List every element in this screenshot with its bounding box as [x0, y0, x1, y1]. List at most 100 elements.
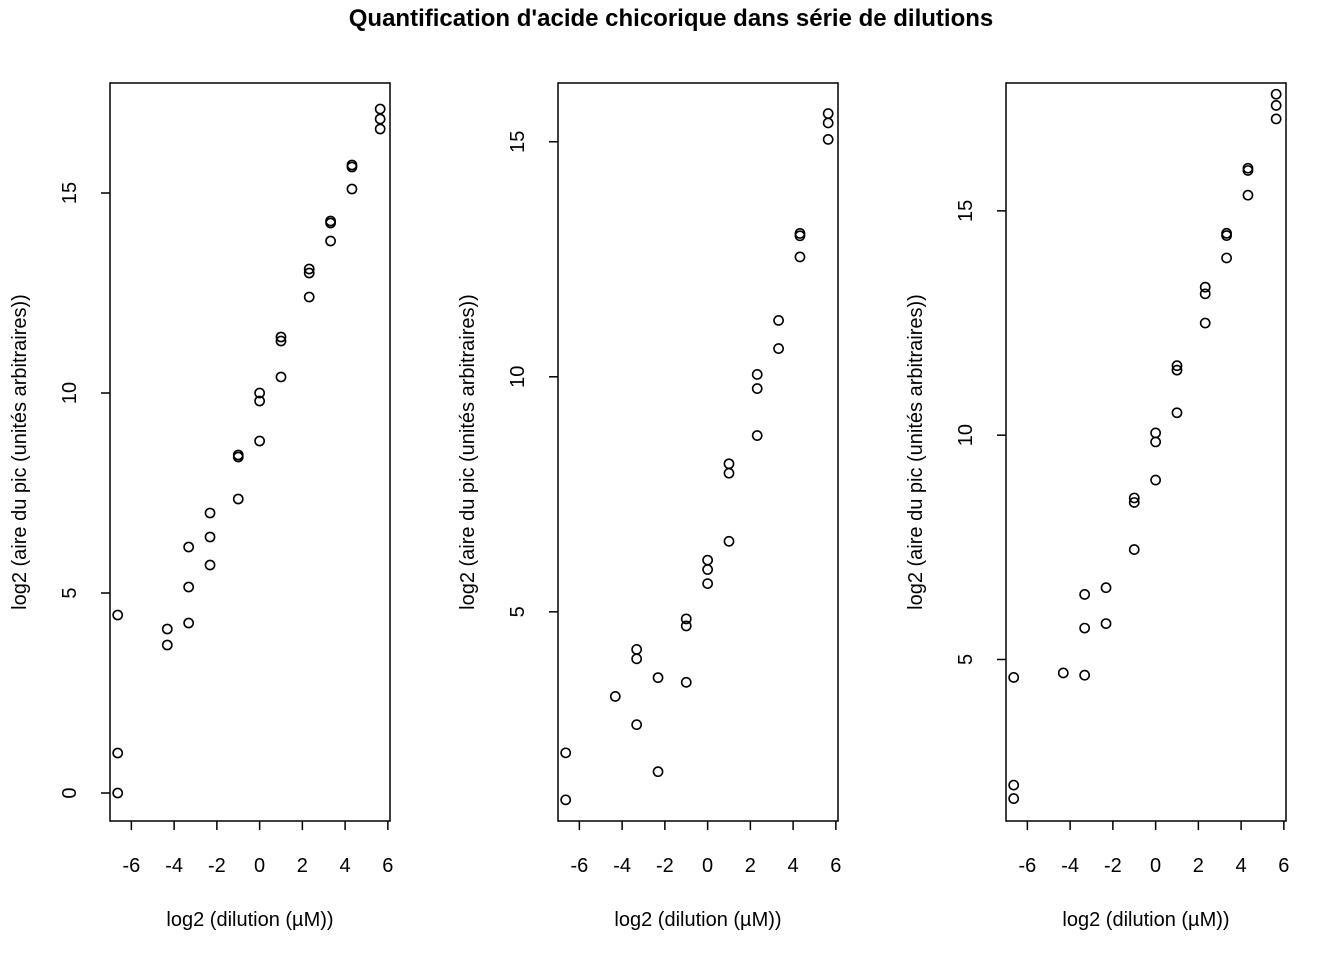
data-point	[1171, 407, 1183, 419]
data-point	[680, 676, 692, 688]
data-point	[702, 554, 714, 566]
data-point	[1100, 618, 1112, 630]
data-point	[1171, 364, 1183, 376]
data-point	[609, 691, 621, 702]
data-point	[1150, 427, 1162, 439]
data-point	[1008, 672, 1020, 683]
data-point	[631, 653, 643, 665]
data-point	[1079, 669, 1091, 681]
x-axis-label: log2 (dilution (µM))	[1062, 909, 1229, 931]
scatter-panel-3: -6 -4 -2 0 2 4 6 5 10 15 log2 (dilution (µM)) log2 …	[905, 82, 1289, 931]
y-tick-label: 15	[955, 200, 977, 222]
data-point	[1079, 589, 1091, 600]
x-tick-label: -6	[570, 855, 588, 877]
x-tick-label: 2	[745, 855, 756, 877]
data-point	[1128, 544, 1140, 555]
data-point	[1270, 113, 1282, 125]
data-point	[1270, 88, 1282, 100]
data-point	[346, 161, 358, 173]
y-tick-label: 10	[507, 366, 529, 388]
data-point	[1221, 252, 1232, 264]
data-point	[1270, 100, 1282, 111]
data-point	[723, 458, 735, 470]
x-tick-label: -4	[613, 855, 631, 877]
data-point	[161, 623, 173, 635]
y-tick-label: 10	[59, 382, 81, 404]
data-point	[1100, 582, 1112, 594]
data-point	[303, 291, 315, 303]
data-point	[1221, 230, 1232, 241]
x-tick-label: -4	[165, 855, 183, 877]
data-point	[631, 644, 643, 655]
data-point	[1008, 793, 1020, 804]
figure-title: Quantification d'acide chicorique dans s…	[349, 5, 994, 32]
data-point	[325, 235, 336, 247]
data-point	[275, 371, 287, 383]
data-point	[112, 747, 124, 759]
data-point	[822, 134, 834, 145]
data-point	[112, 787, 124, 799]
data-point	[1242, 189, 1254, 201]
x-axis-label: log2 (dilution (µM))	[166, 909, 333, 931]
y-tick-label: 10	[955, 424, 977, 446]
data-point	[1057, 667, 1069, 679]
data-point	[723, 535, 735, 547]
x-tick-label: 4	[1236, 855, 1247, 877]
x-tick-label: -6	[1018, 855, 1036, 877]
data-point	[1008, 779, 1020, 791]
x-tick-label: 0	[1150, 855, 1161, 877]
data-point	[702, 578, 714, 590]
x-tick-label: -6	[122, 855, 140, 877]
data-point	[751, 383, 763, 394]
x-axis-label: log2 (dilution (µM))	[614, 909, 781, 931]
data-point	[773, 314, 784, 326]
plot-frame	[557, 82, 839, 822]
y-axis-label: log2 (aire du pic (unités arbitraires))	[457, 294, 479, 610]
data-point	[374, 113, 386, 125]
data-point	[232, 493, 244, 505]
data-point	[346, 183, 358, 195]
data-point	[560, 747, 572, 759]
scatter-panel-1: -6 -4 -2 0 2 4 6 0 5 10 15 log2 (dilution (µM)) log2…	[9, 82, 393, 931]
data-point	[1079, 622, 1091, 634]
x-tick-label: 2	[297, 855, 308, 877]
plot-frame	[1005, 82, 1287, 822]
y-axis-label: log2 (aire du pic (unités arbitraires))	[905, 294, 927, 610]
y-tick-label: 15	[59, 182, 81, 204]
data-point	[1199, 281, 1211, 293]
y-tick-label: 5	[955, 654, 977, 665]
data-point	[204, 507, 216, 519]
y-tick-label: 15	[507, 131, 529, 153]
x-tick-label: 4	[340, 855, 351, 877]
data-point	[303, 263, 315, 275]
data-point	[631, 719, 643, 731]
data-point	[1150, 436, 1162, 448]
x-tick-label: -2	[1104, 855, 1122, 877]
data-point	[204, 559, 216, 571]
data-point	[560, 794, 572, 806]
data-point	[275, 335, 287, 347]
x-tick-label: 4	[788, 855, 799, 877]
x-tick-label: 0	[254, 855, 265, 877]
data-point	[183, 581, 195, 593]
x-tick-label: -2	[208, 855, 226, 877]
data-point	[183, 617, 195, 629]
data-point	[1128, 492, 1140, 504]
data-point	[112, 609, 124, 621]
y-tick-label: 5	[507, 606, 529, 617]
data-point	[1242, 165, 1254, 176]
data-point	[232, 451, 244, 463]
data-point	[1150, 474, 1162, 486]
data-point	[822, 117, 834, 129]
data-point	[374, 123, 386, 135]
x-tick-label: -4	[1061, 855, 1079, 877]
data-point	[254, 387, 266, 399]
data-point	[723, 467, 735, 479]
data-point	[794, 251, 806, 263]
data-point	[204, 531, 216, 543]
data-point	[303, 267, 315, 279]
data-point	[751, 369, 763, 380]
x-tick-label: 0	[702, 855, 713, 877]
x-tick-label: 6	[382, 855, 393, 877]
